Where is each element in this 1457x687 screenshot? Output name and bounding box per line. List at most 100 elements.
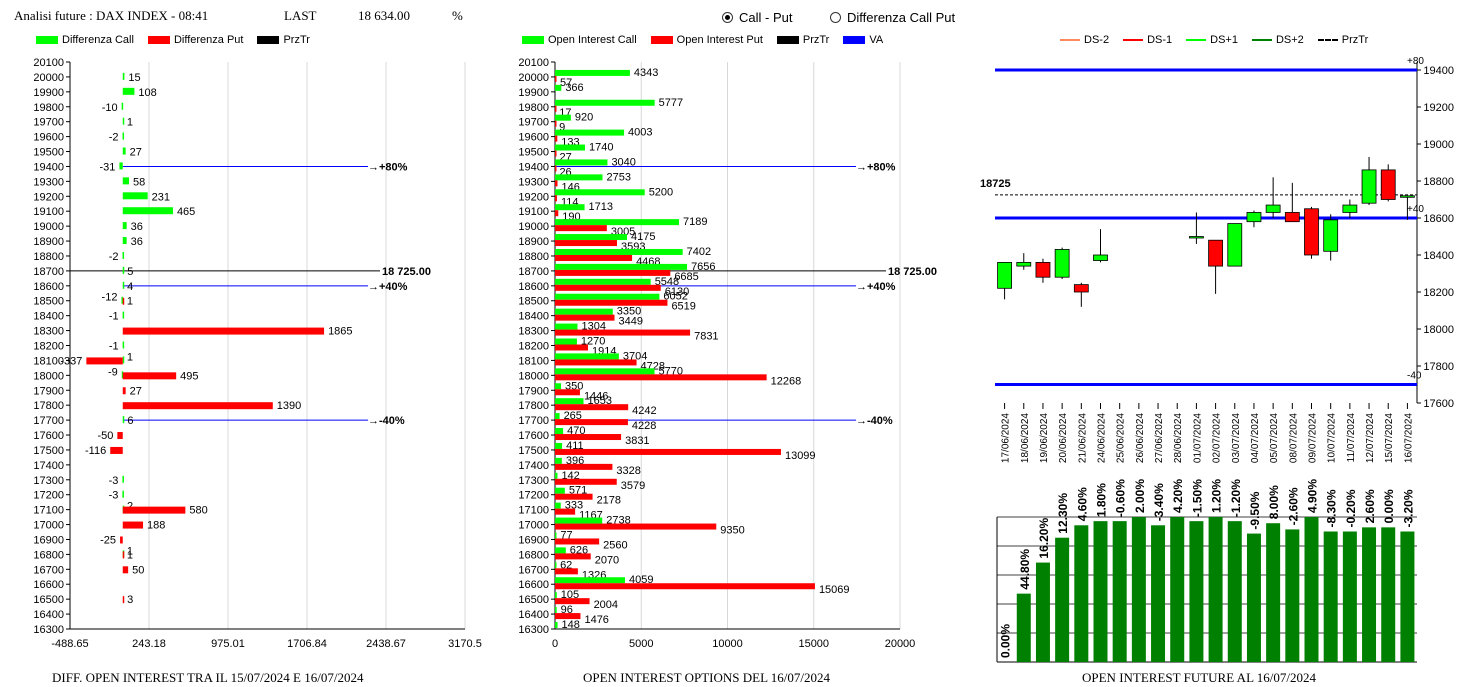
call-diff-bar xyxy=(122,281,125,289)
page-title: Analisi future : DAX INDEX - 08:41 xyxy=(14,8,209,23)
candle-body xyxy=(1361,169,1377,204)
call-diff-label: 4 xyxy=(127,281,133,293)
oi-call-bar xyxy=(555,457,562,464)
oi-future-label: -8.30% xyxy=(1325,489,1339,527)
candle-body xyxy=(1208,239,1223,267)
candle-body xyxy=(997,261,1012,289)
oi-put-bar xyxy=(555,225,607,232)
level-label: →+80% xyxy=(368,161,408,173)
call-diff-bar xyxy=(122,147,126,155)
radio-selected-icon[interactable] xyxy=(722,12,733,23)
oi-put-bar xyxy=(555,508,576,515)
oi-call-bar xyxy=(555,487,565,494)
oi-put-label: 13099 xyxy=(785,450,816,462)
oi-future-bar xyxy=(1208,517,1223,662)
legend-swatch xyxy=(650,36,673,44)
legend-swatch xyxy=(776,36,799,44)
legend-right: DS-2 DS-1 DS+1 DS+2 PrzTr xyxy=(1060,34,1382,46)
y-tick-label: 17800 xyxy=(33,400,64,412)
oi-put-label: 9350 xyxy=(720,525,744,537)
y-tick-label: 19400 xyxy=(33,161,64,173)
put-diff-label: 580 xyxy=(189,505,207,517)
y-tick-label: 18600 xyxy=(518,281,549,293)
radio-unselected-icon[interactable] xyxy=(830,12,841,23)
oi-call-bar xyxy=(555,159,608,166)
call-diff-bar xyxy=(121,102,124,110)
put-diff-label: 27 xyxy=(130,385,142,397)
oi-future-label: 0.00% xyxy=(999,624,1013,658)
call-diff-bar xyxy=(121,296,123,304)
oi-put-bar xyxy=(555,269,671,276)
legend-label: Open Interest Call xyxy=(548,34,637,46)
legend-swatch xyxy=(1317,39,1338,41)
oi-call-label: 4343 xyxy=(634,67,658,79)
y-tick-label: 20000 xyxy=(518,72,549,84)
oi-future-label: -1.20% xyxy=(1229,479,1243,517)
oi-put-label: 6685 xyxy=(674,271,698,283)
y-tick-label: 17900 xyxy=(33,385,64,397)
oi-call-bar xyxy=(555,144,586,151)
oi-future-bar xyxy=(1246,533,1261,662)
oi-future-bar xyxy=(1323,531,1338,662)
va-label: +40 xyxy=(1407,204,1424,215)
oi-call-label: 366 xyxy=(565,82,583,94)
legend-item-ds2: DS+2 xyxy=(1251,34,1304,46)
call-diff-label: 15 xyxy=(128,72,140,84)
call-diff-label: 27 xyxy=(130,147,142,159)
put-diff-bar xyxy=(110,446,123,454)
legend-swatch xyxy=(1060,39,1080,41)
oi-put-bar xyxy=(555,493,593,500)
y-tick-label: 19600 xyxy=(33,132,64,144)
radio-call-put[interactable]: Call - Put xyxy=(722,10,792,25)
y-tick-label: 19900 xyxy=(518,87,549,99)
x-tick-label: 2438.67 xyxy=(366,638,406,650)
oi-call-bar xyxy=(555,517,603,524)
candle-body xyxy=(1246,212,1262,223)
oi-call-bar xyxy=(555,293,660,300)
oi-call-bar xyxy=(555,622,558,628)
oi-call-bar xyxy=(555,204,585,211)
oi-future-label: -9.50% xyxy=(1248,491,1262,529)
oi-call-bar xyxy=(555,577,626,584)
last-label: LAST xyxy=(284,8,317,23)
oi-put-bar xyxy=(555,583,815,590)
y-tick-label: 18300 xyxy=(518,326,549,338)
oi-put-label: 4242 xyxy=(632,405,656,417)
przt-label: 18725 xyxy=(980,178,1011,190)
call-diff-label: 1 xyxy=(127,117,133,129)
oi-call-bar xyxy=(555,323,578,330)
legend-swatch xyxy=(1123,39,1144,41)
y-tick-label: 19600 xyxy=(518,132,549,144)
oi-put-bar xyxy=(555,299,668,306)
y-tick-label: 18000 xyxy=(1423,324,1454,336)
legend-label: PrzTr xyxy=(802,34,830,46)
call-diff-bar xyxy=(119,162,123,170)
oi-future-label: -1.50% xyxy=(1190,479,1204,517)
put-diff-bar xyxy=(122,297,125,305)
oi-put-label: 2560 xyxy=(603,539,627,551)
oi-call-bar xyxy=(555,189,645,196)
radio-diff-call-put[interactable]: Differenza Call Put xyxy=(830,10,955,25)
y-tick-label: 16500 xyxy=(518,594,549,606)
oi-put-label: 1476 xyxy=(584,614,608,626)
oi-put-label: 2070 xyxy=(595,554,619,566)
oi-put-label: 12268 xyxy=(771,375,802,387)
oi-future-bar xyxy=(1362,527,1377,662)
y-tick-label: 16300 xyxy=(518,624,549,636)
y-tick-label: 18800 xyxy=(1423,176,1454,188)
legend-item-przt: PrzTr xyxy=(776,34,830,46)
call-diff-label: 36 xyxy=(131,221,143,233)
put-diff-bar xyxy=(120,536,123,544)
oi-future-bar xyxy=(1189,521,1204,662)
y-tick-label: 18500 xyxy=(518,296,549,308)
oi-future-bar xyxy=(1093,521,1108,662)
x-tick-label: 10/07/2024 xyxy=(1327,413,1338,463)
oi-call-bar xyxy=(555,368,655,375)
oi-put-bar xyxy=(555,478,617,485)
oi-future-label: 1.80% xyxy=(1095,483,1109,517)
oi-future-label: -0.20% xyxy=(1344,489,1358,527)
legend-label: DS-1 xyxy=(1147,34,1173,46)
call-diff-bar xyxy=(122,87,135,95)
y-tick-label: 18100 xyxy=(33,355,64,367)
y-tick-label: 19000 xyxy=(518,221,549,233)
